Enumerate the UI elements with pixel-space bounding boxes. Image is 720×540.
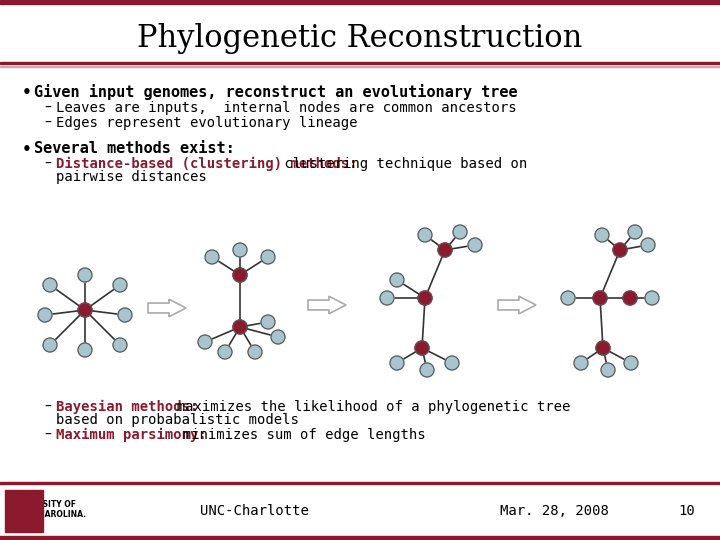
- Text: 10: 10: [678, 504, 695, 518]
- Text: Leaves are inputs,  internal nodes are common ancestors: Leaves are inputs, internal nodes are co…: [56, 101, 517, 115]
- Circle shape: [415, 341, 429, 355]
- Circle shape: [574, 356, 588, 370]
- Circle shape: [390, 273, 404, 287]
- Circle shape: [218, 345, 232, 359]
- Text: minimizes sum of edge lengths: minimizes sum of edge lengths: [166, 428, 426, 442]
- Circle shape: [623, 291, 637, 305]
- Circle shape: [445, 356, 459, 370]
- Circle shape: [271, 330, 285, 344]
- Text: Mar. 28, 2008: Mar. 28, 2008: [500, 504, 609, 518]
- Circle shape: [601, 363, 615, 377]
- Text: –: –: [44, 428, 51, 442]
- Circle shape: [596, 341, 610, 355]
- Circle shape: [438, 243, 452, 257]
- Circle shape: [390, 356, 404, 370]
- Circle shape: [613, 243, 627, 257]
- Circle shape: [595, 228, 609, 242]
- Polygon shape: [498, 296, 536, 314]
- Text: –: –: [44, 400, 51, 414]
- Polygon shape: [308, 296, 346, 314]
- Circle shape: [624, 356, 638, 370]
- Circle shape: [418, 228, 432, 242]
- Circle shape: [113, 278, 127, 292]
- Circle shape: [248, 345, 262, 359]
- Text: clustering technique based on: clustering technique based on: [276, 157, 527, 171]
- Text: pairwise distances: pairwise distances: [56, 170, 207, 184]
- Text: UNC-Charlotte: UNC-Charlotte: [200, 504, 309, 518]
- Circle shape: [78, 343, 92, 357]
- Text: Phylogenetic Reconstruction: Phylogenetic Reconstruction: [138, 23, 582, 53]
- Circle shape: [118, 308, 132, 322]
- Circle shape: [78, 303, 92, 317]
- Text: •: •: [22, 142, 32, 157]
- Text: based on probabalistic models: based on probabalistic models: [56, 413, 299, 427]
- Circle shape: [198, 335, 212, 349]
- Text: Several methods exist:: Several methods exist:: [34, 141, 235, 156]
- Circle shape: [468, 238, 482, 252]
- Circle shape: [561, 291, 575, 305]
- Circle shape: [233, 320, 247, 334]
- Circle shape: [645, 291, 659, 305]
- Text: •: •: [22, 85, 32, 100]
- Text: –: –: [44, 116, 51, 130]
- Bar: [0, 536, 720, 540]
- Circle shape: [628, 225, 642, 239]
- Circle shape: [641, 238, 655, 252]
- Text: Given input genomes, reconstruct an evolutionary tree: Given input genomes, reconstruct an evol…: [34, 84, 518, 100]
- Circle shape: [420, 363, 434, 377]
- Circle shape: [453, 225, 467, 239]
- Circle shape: [418, 291, 432, 305]
- Circle shape: [78, 268, 92, 282]
- Text: Maximum parsimony:: Maximum parsimony:: [56, 428, 207, 442]
- Circle shape: [113, 338, 127, 352]
- Text: Distance-based (clustering) methods:: Distance-based (clustering) methods:: [56, 157, 358, 171]
- Circle shape: [233, 243, 247, 257]
- Circle shape: [261, 315, 275, 329]
- Circle shape: [38, 308, 52, 322]
- Circle shape: [205, 250, 219, 264]
- Bar: [5, 490, 43, 532]
- Circle shape: [380, 291, 394, 305]
- Bar: [0, 62, 720, 64]
- Bar: [0, 482, 720, 484]
- Text: maximizes the likelihood of a phylogenetic tree: maximizes the likelihood of a phylogenet…: [160, 400, 570, 414]
- Text: –: –: [44, 101, 51, 115]
- Text: UNIVERSITY OF
SOUTHCAROLINA.: UNIVERSITY OF SOUTHCAROLINA.: [10, 500, 87, 519]
- Circle shape: [43, 338, 57, 352]
- Text: Bayesian methods:: Bayesian methods:: [56, 400, 199, 414]
- Text: –: –: [44, 157, 51, 171]
- Text: Edges represent evolutionary lineage: Edges represent evolutionary lineage: [56, 116, 358, 130]
- Bar: [0, 0, 720, 4]
- Circle shape: [233, 268, 247, 282]
- Polygon shape: [148, 299, 186, 317]
- Bar: [0, 66, 720, 67]
- Circle shape: [261, 250, 275, 264]
- Circle shape: [593, 291, 607, 305]
- Circle shape: [43, 278, 57, 292]
